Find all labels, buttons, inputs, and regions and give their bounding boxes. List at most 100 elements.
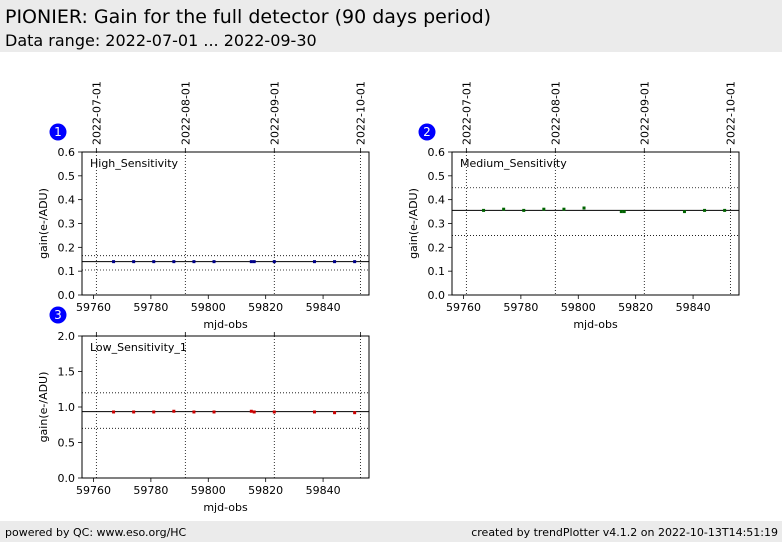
- data-point: [172, 260, 176, 264]
- y-tick-label: 0.3: [58, 218, 76, 231]
- x-tick-label: 59760: [446, 301, 481, 314]
- footer-created-by: created by trendPlotter v4.1.2 on 2022-1…: [471, 526, 778, 539]
- date-tick-label: 2022-10-01: [724, 81, 737, 145]
- y-axis-label: gain(e-/ADU): [407, 188, 420, 259]
- series-label: Low_Sensitivity_1: [90, 341, 187, 354]
- data-point: [353, 411, 357, 415]
- x-tick-label: 59780: [133, 301, 168, 314]
- x-tick-label: 59820: [248, 301, 283, 314]
- panel-number-label: 3: [54, 308, 62, 322]
- y-axis-label: gain(e-/ADU): [37, 372, 50, 443]
- y-tick-label: 0.2: [428, 241, 446, 254]
- chart-panel-3: 0.0 0.5 1.0 1.5 2.0 59760 59780 59800 59820 59840…: [37, 306, 370, 514]
- data-point: [192, 410, 196, 414]
- x-axis-label: mjd-obs: [573, 318, 618, 331]
- panel-number-label: 1: [54, 125, 62, 139]
- y-tick-label: 0.4: [428, 194, 446, 207]
- footer-powered-by: powered by QC: www.eso.org/HC: [5, 526, 187, 539]
- x-tick-label: 59840: [676, 301, 711, 314]
- x-tick-label: 59820: [248, 484, 283, 497]
- data-point: [502, 207, 506, 211]
- data-point: [333, 411, 337, 415]
- date-tick-label: 2022-07-01: [460, 81, 473, 145]
- data-point: [132, 410, 136, 414]
- data-point: [112, 260, 116, 264]
- y-tick-label: 2.0: [58, 330, 76, 343]
- data-point: [132, 260, 136, 264]
- y-tick-label: 0.5: [58, 437, 76, 450]
- plot-frame: [451, 151, 740, 296]
- x-tick-label: 59760: [76, 484, 111, 497]
- x-tick-label: 59800: [191, 301, 226, 314]
- data-point: [622, 210, 626, 214]
- data-point: [249, 409, 253, 413]
- x-tick-label: 59820: [618, 301, 653, 314]
- date-tick-label: 2022-07-01: [90, 81, 103, 145]
- footer-band: powered by QC: www.eso.org/HC created by…: [0, 521, 782, 542]
- y-tick-label: 0.5: [58, 170, 76, 183]
- y-tick-label: 0.2: [58, 241, 76, 254]
- panel-number-badge: [49, 123, 67, 141]
- date-tick-label: 2022-08-01: [179, 81, 192, 145]
- date-tick-label: 2022-09-01: [268, 81, 281, 145]
- y-tick-label: 0.4: [58, 194, 76, 207]
- data-point: [333, 260, 337, 264]
- data-point: [152, 260, 156, 264]
- data-point: [542, 207, 546, 211]
- y-tick-label: 0.5: [428, 170, 446, 183]
- data-point: [272, 410, 276, 414]
- data-point: [703, 208, 707, 212]
- data-point: [312, 260, 316, 264]
- data-point: [272, 260, 276, 264]
- y-tick-label: 1.5: [58, 366, 76, 379]
- data-point: [582, 206, 586, 210]
- x-axis-label: mjd-obs: [203, 501, 248, 514]
- x-axis-label: mjd-obs: [203, 318, 248, 331]
- y-tick-label: 0.1: [58, 265, 76, 278]
- chart-panel-1: 2022-07-01 2022-08-01 2022-09-01 2022-10-01…: [37, 81, 370, 331]
- chart-panel-2: 2022-07-01 2022-08-01 2022-09-01 2022-10-01…: [407, 81, 740, 331]
- data-point: [192, 260, 196, 264]
- x-tick-label: 59780: [133, 484, 168, 497]
- date-tick-label: 2022-10-01: [354, 81, 367, 145]
- y-tick-label: 0.1: [428, 265, 446, 278]
- x-tick-label: 59780: [503, 301, 538, 314]
- data-point: [112, 410, 116, 414]
- data-point: [353, 260, 357, 264]
- x-tick-label: 59840: [306, 301, 341, 314]
- data-point: [723, 208, 727, 212]
- data-point: [252, 410, 256, 414]
- panel-number-badge: [418, 123, 436, 141]
- plot-frame: [81, 151, 370, 296]
- y-tick-label: 0.3: [428, 218, 446, 231]
- data-point: [682, 210, 686, 214]
- date-tick-label: 2022-09-01: [638, 81, 651, 145]
- series-label: Medium_Sensitivity: [460, 157, 567, 170]
- x-tick-label: 59760: [76, 301, 111, 314]
- y-axis-label: gain(e-/ADU): [37, 188, 50, 259]
- y-tick-label: 0.6: [428, 146, 446, 159]
- y-tick-label: 0.0: [58, 472, 76, 485]
- x-tick-label: 59800: [191, 484, 226, 497]
- x-tick-label: 59800: [561, 301, 596, 314]
- x-tick-label: 59840: [306, 484, 341, 497]
- plot-frame: [81, 335, 370, 479]
- data-point: [152, 410, 156, 414]
- header-band: PIONIER: Gain for the full detector (90 …: [0, 0, 782, 52]
- data-point: [619, 210, 623, 214]
- data-point: [212, 410, 216, 414]
- y-tick-label: 1.0: [58, 401, 76, 414]
- y-tick-label: 0.0: [428, 289, 446, 302]
- y-tick-label: 0.0: [58, 289, 76, 302]
- data-point: [252, 260, 256, 264]
- data-point: [172, 409, 176, 413]
- panel-number-label: 2: [423, 125, 431, 139]
- page-title: PIONIER: Gain for the full detector (90 …: [5, 6, 492, 28]
- data-point: [312, 410, 316, 414]
- data-point: [522, 208, 526, 212]
- page-subtitle: Data range: 2022-07-01 ... 2022-09-30: [5, 31, 317, 50]
- panel-number-badge: [49, 306, 67, 324]
- series-label: High_Sensitivity: [90, 157, 179, 170]
- data-point: [562, 207, 566, 211]
